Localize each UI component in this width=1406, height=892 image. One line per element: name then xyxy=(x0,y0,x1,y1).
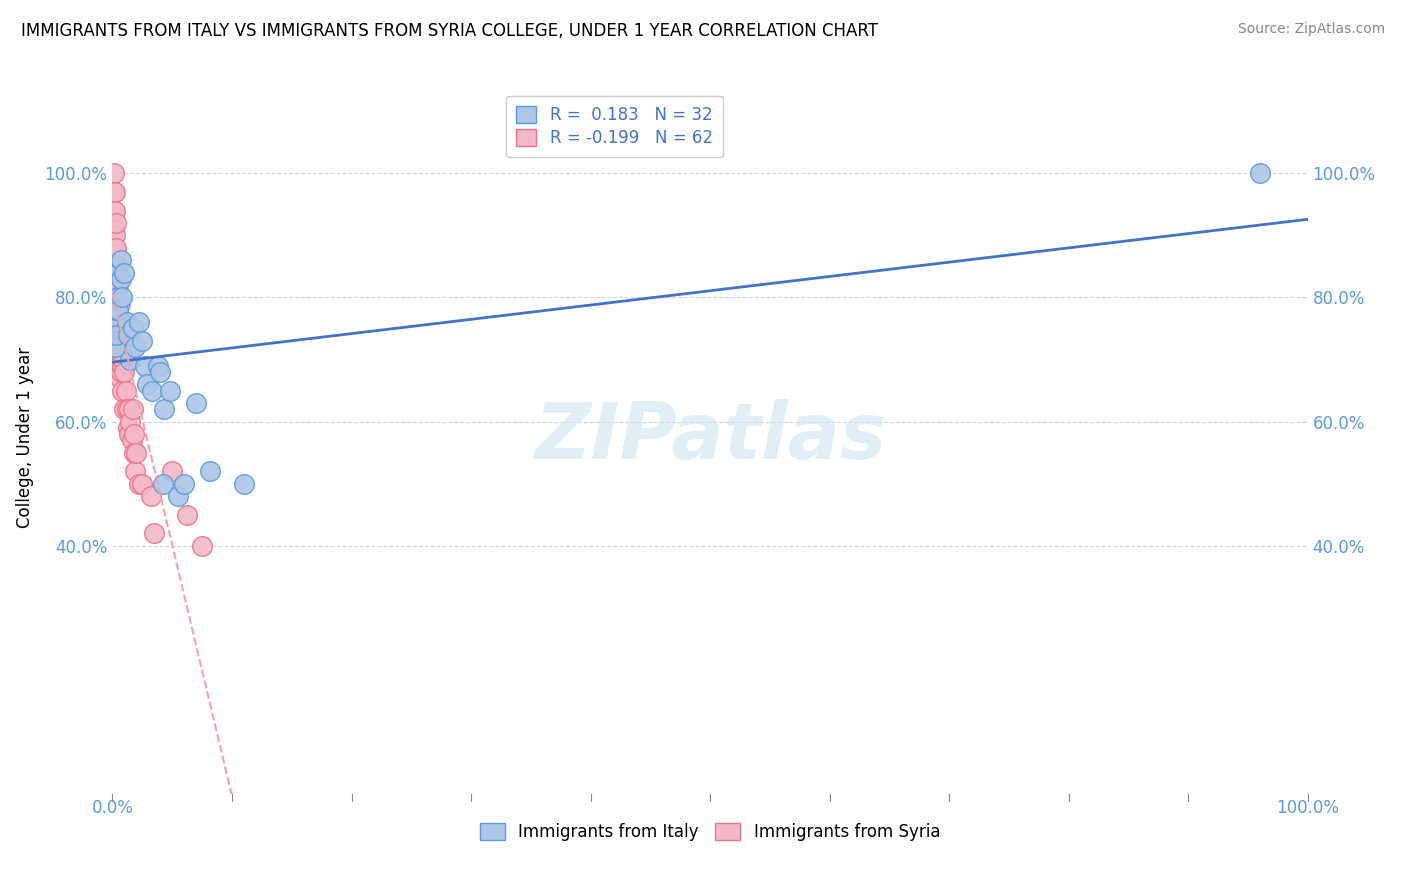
Point xyxy=(104,266,127,280)
Point xyxy=(110,253,132,268)
Point xyxy=(104,302,127,317)
Point xyxy=(114,384,136,398)
Point xyxy=(105,285,128,299)
Point xyxy=(128,315,150,329)
Point xyxy=(118,427,141,442)
Point xyxy=(153,402,176,417)
Point xyxy=(131,334,153,348)
Point xyxy=(159,384,181,398)
Point xyxy=(173,476,195,491)
Point xyxy=(107,302,129,317)
Point xyxy=(122,445,145,459)
Text: IMMIGRANTS FROM ITALY VS IMMIGRANTS FROM SYRIA COLLEGE, UNDER 1 YEAR CORRELATION: IMMIGRANTS FROM ITALY VS IMMIGRANTS FROM… xyxy=(21,22,879,40)
Point xyxy=(112,352,135,367)
Point xyxy=(107,352,129,367)
Point xyxy=(111,359,134,373)
Point xyxy=(105,216,128,230)
Point xyxy=(176,508,198,522)
Point xyxy=(108,321,131,335)
Point xyxy=(141,384,163,398)
Point xyxy=(105,290,128,304)
Point xyxy=(107,266,129,280)
Point xyxy=(134,359,156,373)
Point xyxy=(108,296,131,310)
Point xyxy=(143,526,166,541)
Point xyxy=(114,402,135,417)
Point xyxy=(1249,166,1271,180)
Point xyxy=(114,266,135,280)
Point xyxy=(167,489,190,503)
Point xyxy=(104,185,127,199)
Text: Source: ZipAtlas.com: Source: ZipAtlas.com xyxy=(1237,22,1385,37)
Point xyxy=(110,340,132,354)
Point xyxy=(124,340,146,354)
Point xyxy=(191,539,214,553)
Point xyxy=(125,445,148,459)
Point xyxy=(104,340,127,354)
Point xyxy=(139,489,162,503)
Point xyxy=(105,302,128,317)
Point xyxy=(105,260,128,274)
Point xyxy=(110,365,132,379)
Point xyxy=(104,247,127,261)
Point xyxy=(104,285,127,299)
Point xyxy=(111,384,134,398)
Point xyxy=(233,476,256,491)
Point xyxy=(152,476,174,491)
Point xyxy=(108,346,131,360)
Point xyxy=(118,402,141,417)
Point xyxy=(105,340,128,354)
Point xyxy=(103,296,125,310)
Text: ZIPatlas: ZIPatlas xyxy=(534,399,886,475)
Point xyxy=(107,290,129,304)
Point xyxy=(111,290,134,304)
Legend: Immigrants from Italy, Immigrants from Syria: Immigrants from Italy, Immigrants from S… xyxy=(471,815,949,850)
Point xyxy=(104,321,127,335)
Point xyxy=(162,464,183,478)
Point xyxy=(107,302,129,317)
Point xyxy=(120,415,142,429)
Point xyxy=(200,464,222,478)
Point xyxy=(105,315,128,329)
Point xyxy=(104,340,127,354)
Point xyxy=(103,260,125,274)
Point xyxy=(121,321,143,335)
Point xyxy=(149,365,172,379)
Point xyxy=(136,377,159,392)
Point xyxy=(110,315,132,329)
Point xyxy=(103,278,125,293)
Point xyxy=(105,241,128,255)
Point xyxy=(120,352,142,367)
Point xyxy=(105,309,128,323)
Point xyxy=(107,278,129,293)
Point xyxy=(186,396,208,410)
Point xyxy=(115,315,138,329)
Point xyxy=(122,427,145,442)
Point xyxy=(121,433,143,447)
Point xyxy=(104,315,127,329)
Point xyxy=(115,402,138,417)
Point xyxy=(111,334,134,348)
Point xyxy=(103,241,125,255)
Point xyxy=(128,476,150,491)
Point xyxy=(105,266,128,280)
Point xyxy=(104,228,127,243)
Point xyxy=(114,365,135,379)
Point xyxy=(108,371,131,385)
Point xyxy=(105,327,128,342)
Point xyxy=(104,203,127,218)
Point xyxy=(103,222,125,236)
Point xyxy=(131,476,153,491)
Point xyxy=(103,166,125,180)
Point xyxy=(117,421,139,435)
Point xyxy=(103,203,125,218)
Point xyxy=(103,185,125,199)
Point xyxy=(124,464,146,478)
Point xyxy=(121,402,143,417)
Point xyxy=(110,272,132,286)
Point xyxy=(146,359,169,373)
Y-axis label: College, Under 1 year: College, Under 1 year xyxy=(15,346,34,528)
Point xyxy=(107,327,129,342)
Point xyxy=(117,327,139,342)
